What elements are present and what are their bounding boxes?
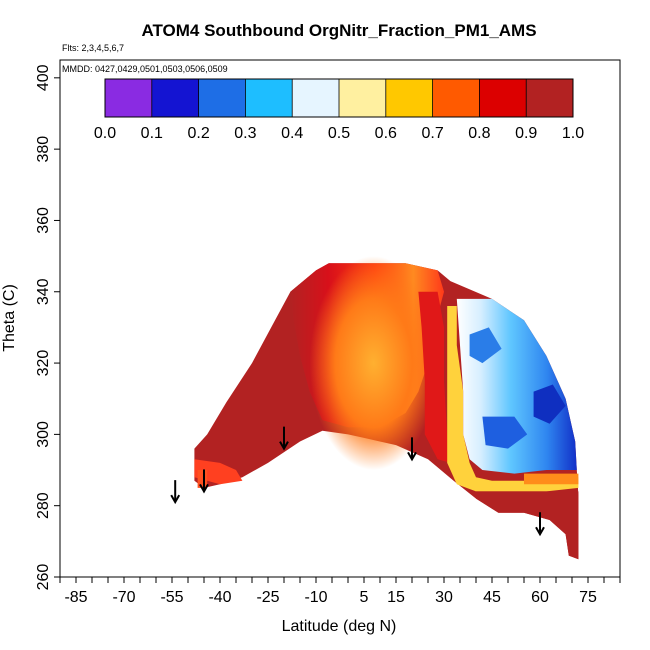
field-blue-patch-2 <box>469 327 502 364</box>
colorbar-segment-8 <box>479 79 527 117</box>
y-tick-label-2: 300 <box>35 421 52 448</box>
colorbar-tick-label-3: 0.3 <box>234 125 256 142</box>
chart-title: ATOM4 Southbound OrgNitr_Fraction_PM1_AM… <box>141 21 536 40</box>
y-tick-label-6: 380 <box>35 136 52 163</box>
colorbar-tick-label-6: 0.6 <box>375 125 397 142</box>
colorbar-segment-1 <box>151 79 200 117</box>
x-tick-label-0: -85 <box>64 589 87 606</box>
x-tick-label-1: -70 <box>112 589 135 606</box>
tropopause-arrow-2 <box>279 426 289 451</box>
colorbar-tick-label-4: 0.4 <box>281 125 303 142</box>
field-orange-core <box>309 256 438 471</box>
x-tick-label-6: 5 <box>360 589 369 606</box>
colorbar-tick-label-5: 0.5 <box>328 125 350 142</box>
colorbar-segment-3 <box>245 79 293 117</box>
tropopause-arrow-4 <box>535 512 545 537</box>
colorbar-segment-7 <box>432 79 480 117</box>
x-axis: -85 -70 -55 -40 -25 -10 5 15 30 45 60 75 <box>59 577 621 606</box>
x-tick-label-11: 75 <box>579 589 597 606</box>
field-north-orange-strip <box>524 473 579 485</box>
dates-annotation: MMDD: 0427,0429,0501,0503,0506,0509 <box>62 64 228 74</box>
y-tick-label-4: 340 <box>35 278 52 305</box>
x-tick-label-2: -55 <box>160 589 183 606</box>
y-tick-label-3: 320 <box>35 350 52 377</box>
x-tick-label-7: 15 <box>387 589 405 606</box>
plot-frame <box>59 59 621 578</box>
x-axis-label: Latitude (deg N) <box>282 618 397 635</box>
x-tick-label-10: 60 <box>531 589 549 606</box>
colorbar-tick-label-1: 0.1 <box>141 125 163 142</box>
field-boundary-strip <box>418 291 451 463</box>
colorbar-segment-9 <box>526 79 574 117</box>
colorbar-tick-label-8: 0.8 <box>468 125 490 142</box>
field-yellow-band <box>447 306 579 492</box>
colorbar-tick-label-2: 0.2 <box>187 125 209 142</box>
colorbar-tick-label-9: 0.9 <box>515 125 537 142</box>
x-tick-label-8: 30 <box>435 589 453 606</box>
field-north-surface <box>476 491 579 560</box>
colorbar-tick-label-10: 1.0 <box>562 125 584 142</box>
colorbar-tick-label-0: 0.0 <box>94 125 116 142</box>
colorbar-segment-0 <box>105 79 153 117</box>
tropopause-arrows <box>170 426 545 537</box>
x-tick-label-4: -25 <box>256 589 279 606</box>
field-north-blue <box>456 298 577 474</box>
colorbar-segment-6 <box>385 79 434 117</box>
x-tick-label-3: -40 <box>208 589 231 606</box>
x-tick-label-9: 45 <box>483 589 501 606</box>
colorbar-segment-2 <box>198 79 246 117</box>
x-tick-label-5: -10 <box>304 589 327 606</box>
tropopause-arrow-0 <box>170 480 181 505</box>
heatmap-field <box>194 256 579 560</box>
tropopause-arrow-3 <box>407 437 417 462</box>
y-tick-label-7: 400 <box>35 64 52 91</box>
field-south-patch <box>197 470 208 488</box>
y-tick-label-1: 280 <box>35 492 52 519</box>
flights-annotation: Flts: 2,3,4,5,6,7 <box>62 43 124 53</box>
colorbar: 0.0 0.1 0.2 0.3 0.4 0.5 0.6 0.7 0.8 0.9 1.0 <box>94 78 584 142</box>
colorbar-tick-label-7: 0.7 <box>421 125 443 142</box>
y-axis: 260 280 300 320 340 360 380 400 <box>35 64 60 590</box>
y-tick-label-0: 260 <box>35 564 52 591</box>
field-blue-patch-3 <box>533 384 566 424</box>
colorbar-segment-5 <box>339 79 387 117</box>
tropopause-arrow-1 <box>199 469 209 494</box>
y-tick-label-5: 360 <box>35 207 52 234</box>
colorbar-segment-4 <box>292 79 340 117</box>
field-blue-patch-1 <box>482 416 528 449</box>
y-axis-label: Theta (C) <box>1 284 18 352</box>
